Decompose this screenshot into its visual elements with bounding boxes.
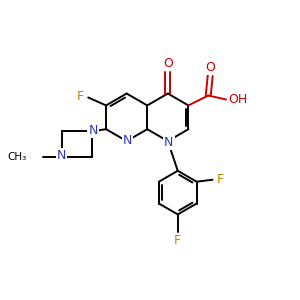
Text: N: N [88, 124, 98, 137]
Text: OH: OH [228, 93, 248, 106]
Text: F: F [217, 173, 224, 186]
Text: F: F [77, 90, 84, 103]
Text: O: O [163, 57, 173, 70]
Text: N: N [164, 136, 173, 148]
Text: N: N [123, 134, 132, 147]
Text: O: O [205, 61, 215, 74]
Text: CH₃: CH₃ [8, 152, 27, 162]
Text: F: F [174, 234, 181, 247]
Text: N: N [57, 149, 66, 162]
